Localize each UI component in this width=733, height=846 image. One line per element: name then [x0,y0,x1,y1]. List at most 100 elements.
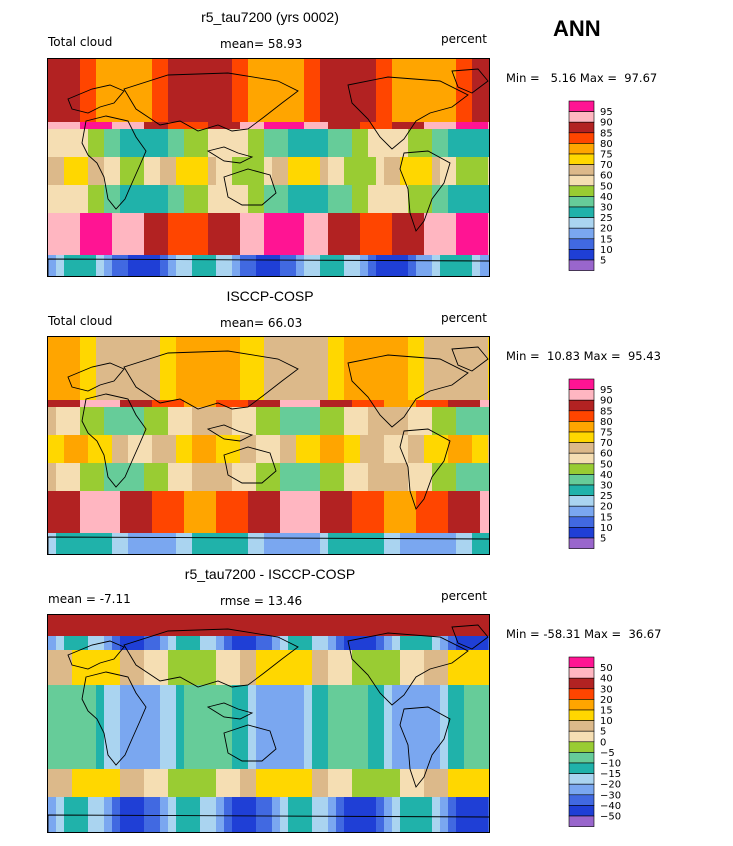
heatmap-cell [440,115,449,123]
heatmap-cell [376,227,385,235]
heatmap-cell [256,713,265,721]
heatmap-cell [312,150,321,158]
heatmap-cell [136,720,145,728]
heatmap-cell [72,227,81,235]
heatmap-cell [272,636,281,644]
heatmap-cell [232,157,241,165]
heatmap-cell [104,66,113,74]
heatmap-cell [72,547,81,554]
heatmap-cell [432,115,441,123]
heatmap-cell [424,372,433,380]
heatmap-cell [192,87,201,95]
heatmap-cell [208,400,217,408]
heatmap-cell [152,498,161,506]
heatmap-cell [112,685,121,693]
heatmap-cell [368,643,377,651]
heatmap-cell [352,337,361,345]
heatmap-cell [80,650,89,658]
heatmap-cell [104,554,113,555]
heatmap-cell [256,540,265,548]
heatmap-cell [400,87,409,95]
heatmap-cell [112,734,121,742]
heatmap-cell [400,372,409,380]
heatmap-cell [256,456,265,464]
heatmap-cell [352,741,361,749]
heatmap-cell [448,115,457,123]
heatmap-cell [448,470,457,478]
heatmap-cell [192,227,201,235]
heatmap-cell [384,657,393,665]
heatmap-cell [424,435,433,443]
heatmap-cell [280,185,289,193]
heatmap-cell [240,685,249,693]
heatmap-cell [208,699,217,707]
heatmap-cell [96,206,105,214]
heatmap-cell [144,164,153,172]
heatmap-cell [320,115,329,123]
heatmap-cell [352,400,361,408]
coastline [399,428,451,510]
heatmap-cell [96,540,105,548]
heatmap-cell [104,80,113,88]
heatmap-cell [392,755,401,763]
heatmap-cell [48,66,57,74]
heatmap-cell [344,428,353,436]
heatmap-cell [328,164,337,172]
heatmap-cell [480,157,489,165]
heatmap-cell [376,456,385,464]
heatmap-cell [48,776,57,784]
heatmap-cell [128,678,137,686]
heatmap-cell [336,351,345,359]
heatmap-cell [56,59,65,67]
heatmap-cell [128,748,137,756]
heatmap-cell [120,164,129,172]
heatmap-cell [312,540,321,548]
heatmap-cell [72,358,81,366]
heatmap-cell [80,365,89,373]
heatmap-cell [376,720,385,728]
heatmap-cell [256,66,265,74]
heatmap-cell [232,657,241,665]
panel-2-map [47,336,490,555]
heatmap-cell [392,421,401,429]
heatmap-cell [136,262,145,270]
heatmap-cell [424,664,433,672]
heatmap-cell [384,94,393,102]
heatmap-cell [400,80,409,88]
heatmap-cell [376,94,385,102]
heatmap-cell [480,393,489,401]
heatmap-cell [88,227,97,235]
heatmap-cell [72,192,81,200]
heatmap-cell [480,505,489,513]
heatmap-cell [288,379,297,387]
heatmap-cell [408,755,417,763]
heatmap-cell [424,692,433,700]
heatmap-cell [400,269,409,276]
heatmap-cell [432,755,441,763]
heatmap-cell [208,748,217,756]
heatmap-cell [352,234,361,242]
heatmap-cell [408,115,417,123]
heatmap-cell [232,477,241,485]
heatmap-cell [120,734,129,742]
heatmap-cell [376,734,385,742]
heatmap-cell [88,171,97,179]
heatmap-cell [88,213,97,221]
heatmap-cell [424,671,433,679]
heatmap-cell [104,358,113,366]
heatmap-cell [488,414,489,422]
heatmap-cell [152,192,161,200]
heatmap-cell [432,685,441,693]
heatmap-cell [288,755,297,763]
heatmap-cell [200,650,209,658]
heatmap-cell [472,241,481,249]
heatmap-cell [320,629,329,637]
heatmap-cell [416,80,425,88]
heatmap-cell [192,421,201,429]
heatmap-cell [136,185,145,193]
heatmap-cell [456,678,465,686]
heatmap-cell [384,491,393,499]
heatmap-cell [88,101,97,109]
heatmap-cell [232,400,241,408]
heatmap-cell [264,657,273,665]
